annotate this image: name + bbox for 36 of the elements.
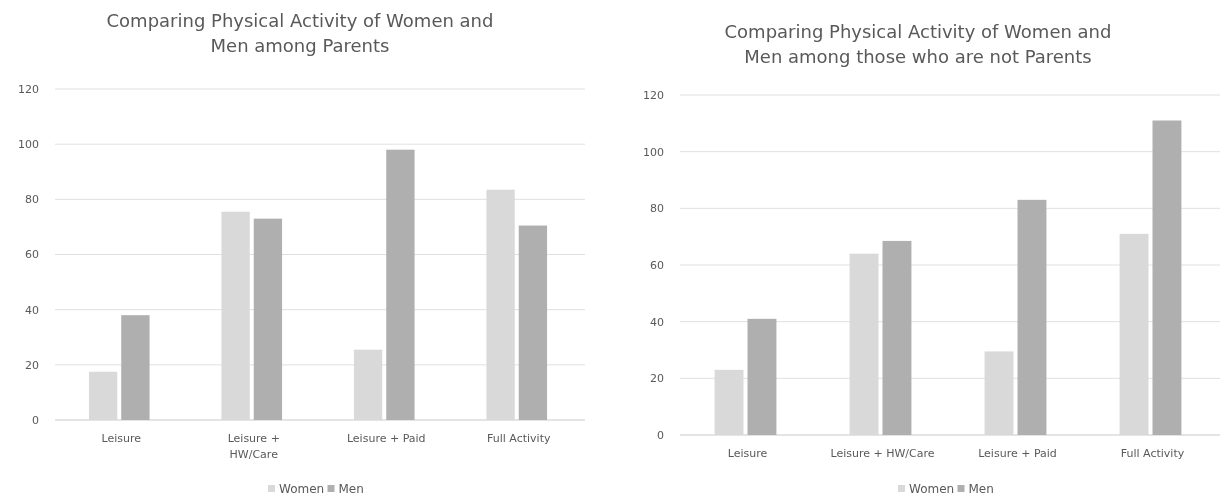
bar <box>518 225 548 420</box>
x-tick-label: Leisure + HW/Care <box>227 432 280 461</box>
y-tick-label: 120 <box>643 88 664 102</box>
y-tick-label: 100 <box>18 138 39 152</box>
y-tick-label: 20 <box>650 372 664 386</box>
y-tick-label: 40 <box>650 315 664 329</box>
y-tick-label: 0 <box>657 428 664 442</box>
y-tick-label: 0 <box>32 413 39 427</box>
y-tick-label: 120 <box>18 82 39 96</box>
legend-label: Women <box>909 482 955 496</box>
x-tick-label: Leisure <box>727 447 768 460</box>
bar <box>253 218 283 420</box>
bar <box>747 318 777 435</box>
chart-title: Comparing Physical Activity of Women and Men among Parents <box>106 10 494 56</box>
bar <box>882 240 912 435</box>
bar <box>1152 120 1182 435</box>
y-tick-label: 80 <box>650 202 664 216</box>
x-tick-label: Leisure + Paid <box>346 432 426 445</box>
bar <box>1017 199 1047 435</box>
x-tick-label: Leisure + Paid <box>978 447 1057 460</box>
bar <box>121 315 150 420</box>
chart-title: Comparing Physical Activity of Women and Men among those who are not Parents <box>724 21 1112 67</box>
x-tick-label: Leisure <box>101 432 142 445</box>
y-tick-label: 60 <box>25 248 39 262</box>
legend-label: Women <box>279 482 325 496</box>
legend-label: Men <box>968 482 994 496</box>
y-tick-label: 80 <box>25 193 39 207</box>
x-tick-label: Leisure + HW/Care <box>830 447 935 460</box>
y-tick-label: 40 <box>25 303 39 317</box>
x-tick-label: Full Activity <box>1120 447 1185 460</box>
bar <box>386 149 415 420</box>
y-tick-label: 60 <box>650 258 664 272</box>
x-tick-label: Full Activity <box>487 432 551 445</box>
y-tick-label: 100 <box>643 145 664 159</box>
legend-label: Men <box>338 482 364 496</box>
y-tick-label: 20 <box>25 358 39 372</box>
